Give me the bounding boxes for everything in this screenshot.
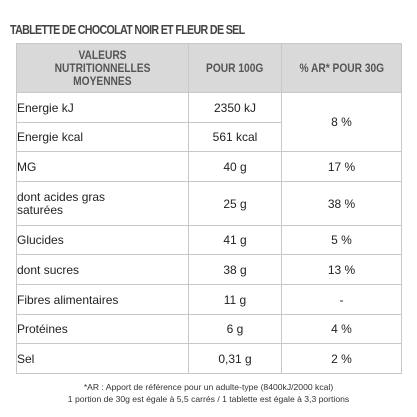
row-value: 11 g	[188, 284, 282, 315]
row-value: 561 kcal	[188, 122, 282, 152]
table-row: MG 40 g 17 %	[16, 151, 402, 182]
row-pct: 38 %	[281, 181, 402, 226]
row-value: 38 g	[188, 254, 282, 285]
row-value: 25 g	[188, 181, 282, 226]
footnote-line1: *AR : Apport de référence pour un adulte…	[83, 382, 334, 392]
table-row: dont sucres 38 g 13 %	[16, 254, 402, 285]
header-ar: % AR* POUR 30G	[281, 43, 402, 93]
header-nutrient: VALEURS NUTRITIONNELLES MOYENNES	[16, 43, 189, 93]
row-value: 41 g	[188, 225, 282, 255]
table-row: Sel 0,31 g 2 %	[16, 343, 402, 374]
row-label: dont acides gras saturées	[16, 181, 189, 226]
row-label: Protéines	[16, 314, 189, 344]
nutrition-table: VALEURS NUTRITIONNELLES MOYENNES POUR 10…	[16, 43, 402, 374]
row-pct: -	[281, 284, 402, 315]
table-row: Glucides 41 g 5 %	[16, 225, 402, 255]
header-nutrient-line2: MOYENNES	[73, 73, 132, 88]
table-header-row: VALEURS NUTRITIONNELLES MOYENNES POUR 10…	[16, 43, 402, 93]
row-label: Sel	[16, 343, 189, 374]
row-value: 6 g	[188, 314, 282, 344]
table-row: dont acides gras saturées 25 g 38 %	[16, 181, 402, 226]
header-per100: POUR 100G	[188, 43, 282, 93]
row-value: 40 g	[188, 151, 282, 182]
energy-pct: 8 %	[281, 92, 402, 152]
row-value: 0,31 g	[188, 343, 282, 374]
table-row: Energie kJ 2350 kJ 8 %	[16, 92, 402, 152]
row-label: dont sucres	[16, 254, 189, 285]
footnote: *AR : Apport de référence pour un adulte…	[16, 381, 401, 405]
table-row: Energie kcal 561 kcal	[16, 122, 402, 152]
row-pct: 4 %	[281, 314, 402, 344]
row-pct: 13 %	[281, 254, 402, 285]
table-row: Protéines 6 g 4 %	[16, 314, 402, 344]
table-row: Fibres alimentaires 11 g -	[16, 284, 402, 315]
row-pct: 17 %	[281, 151, 402, 182]
row-label: Glucides	[16, 225, 189, 255]
row-value: 2350 kJ	[188, 92, 282, 123]
footnote-line2: 1 portion de 30g est égale à 5,5 carrés …	[67, 394, 350, 404]
page-title: TABLETTE DE CHOCOLAT NOIR ET FLEUR DE SE…	[10, 22, 245, 37]
row-pct: 2 %	[281, 343, 402, 374]
header-nutrient-line1: VALEURS NUTRITIONNELLES	[54, 47, 151, 75]
row-label: Energie kJ	[16, 92, 189, 123]
row-label: Fibres alimentaires	[16, 284, 189, 315]
row-pct: 5 %	[281, 225, 402, 255]
row-label: MG	[16, 151, 189, 182]
row-label: Energie kcal	[16, 122, 189, 152]
